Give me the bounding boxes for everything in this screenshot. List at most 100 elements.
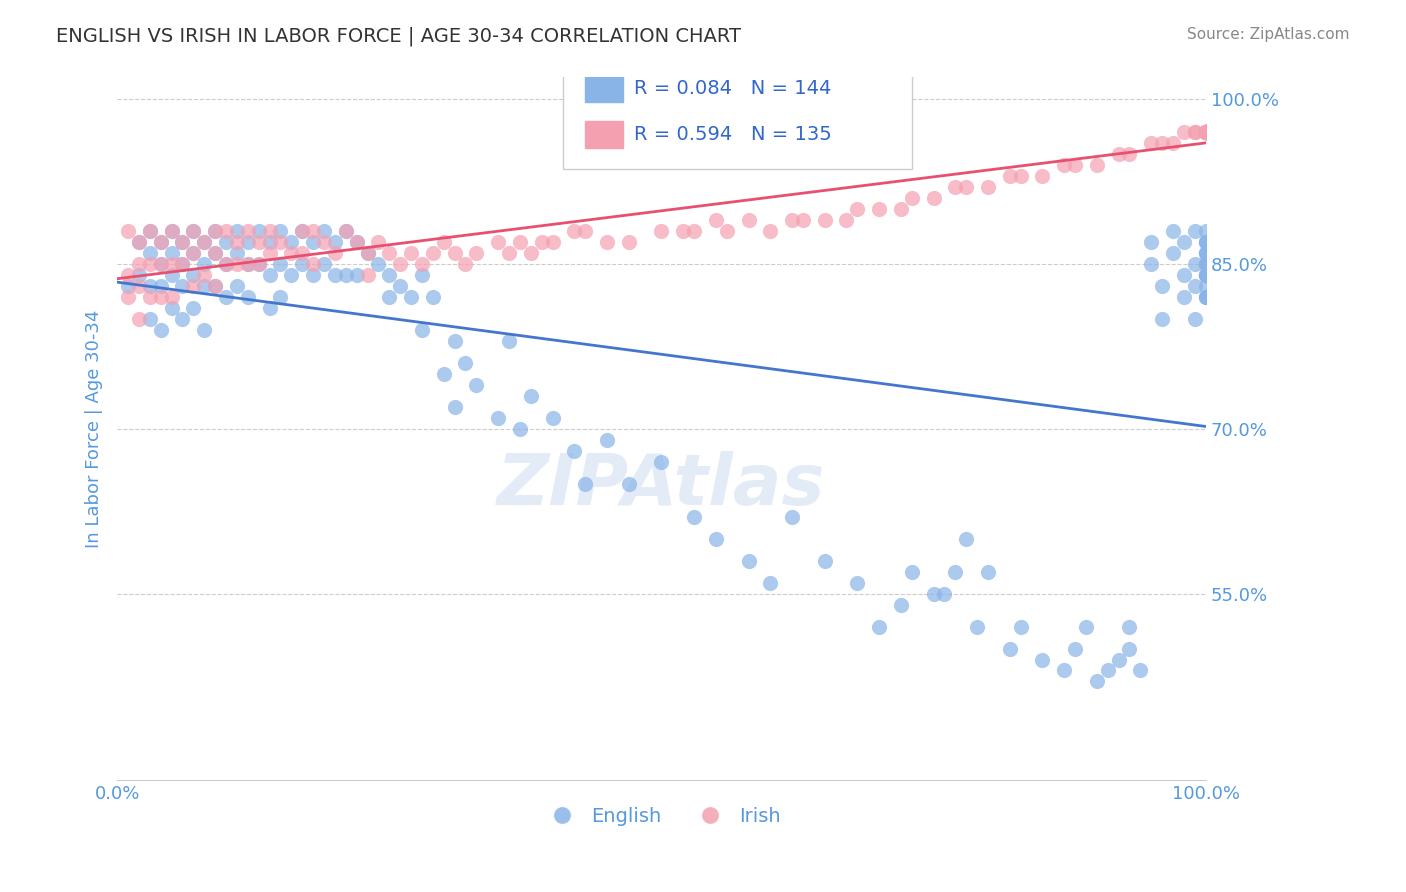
Point <box>1184 312 1206 326</box>
Point <box>465 246 488 260</box>
Point <box>683 224 706 238</box>
Point <box>128 279 150 293</box>
Point <box>226 235 249 249</box>
Point <box>356 246 378 260</box>
Point <box>236 257 259 271</box>
Point <box>139 246 162 260</box>
Point <box>814 213 837 227</box>
Point <box>149 323 172 337</box>
Point <box>291 224 314 238</box>
Point <box>172 235 194 249</box>
Point <box>574 224 596 238</box>
Text: Source: ZipAtlas.com: Source: ZipAtlas.com <box>1187 27 1350 42</box>
Point <box>520 246 543 260</box>
Point <box>868 619 890 633</box>
Point <box>302 235 325 249</box>
Point <box>1064 158 1087 172</box>
Point <box>128 312 150 326</box>
Point <box>814 554 837 568</box>
Point <box>1031 169 1053 184</box>
Point <box>1064 641 1087 656</box>
Point <box>977 565 1000 579</box>
Point <box>172 257 194 271</box>
Point <box>1195 125 1218 139</box>
Point <box>117 224 139 238</box>
Text: R = 0.084   N = 144: R = 0.084 N = 144 <box>634 79 831 98</box>
Point <box>1184 279 1206 293</box>
Point <box>1129 664 1152 678</box>
Point <box>291 224 314 238</box>
Point <box>596 235 619 249</box>
Point <box>1161 224 1184 238</box>
Point <box>215 290 238 304</box>
Point <box>1152 279 1174 293</box>
Point <box>302 224 325 238</box>
Point <box>977 180 1000 194</box>
Point <box>291 246 314 260</box>
Point <box>139 290 162 304</box>
Point <box>1195 125 1218 139</box>
Point <box>1195 125 1218 139</box>
Point <box>204 224 226 238</box>
Point <box>1108 652 1130 666</box>
Point <box>312 257 335 271</box>
Point <box>1195 125 1218 139</box>
Point <box>378 246 401 260</box>
Point <box>312 235 335 249</box>
Point <box>389 257 412 271</box>
Point <box>183 224 205 238</box>
Point <box>509 235 531 249</box>
Point <box>193 268 215 282</box>
Point <box>259 235 281 249</box>
Point <box>486 410 509 425</box>
Point <box>204 246 226 260</box>
Point <box>650 455 672 469</box>
Point <box>890 598 912 612</box>
Point <box>1074 619 1097 633</box>
Point <box>443 246 465 260</box>
Point <box>562 224 585 238</box>
Point <box>1195 125 1218 139</box>
Point <box>236 257 259 271</box>
Point <box>454 257 477 271</box>
Point <box>215 257 238 271</box>
Point <box>486 235 509 249</box>
Point <box>1195 125 1218 139</box>
Point <box>335 224 357 238</box>
Point <box>269 224 291 238</box>
Point <box>737 554 759 568</box>
Point <box>139 224 162 238</box>
Point <box>335 224 357 238</box>
Point <box>1195 268 1218 282</box>
Point <box>1195 125 1218 139</box>
Point <box>160 268 183 282</box>
Point <box>1053 158 1076 172</box>
Point <box>1195 235 1218 249</box>
Point <box>183 268 205 282</box>
Point <box>1161 136 1184 151</box>
Text: ZIPAtlas: ZIPAtlas <box>498 450 825 520</box>
Point <box>617 235 640 249</box>
Point <box>399 246 422 260</box>
Point <box>117 279 139 293</box>
Point <box>183 224 205 238</box>
Point <box>323 268 346 282</box>
Point <box>1195 290 1218 304</box>
Point <box>335 268 357 282</box>
Point <box>1118 641 1140 656</box>
Point <box>183 301 205 315</box>
Point <box>269 290 291 304</box>
Point <box>346 268 368 282</box>
Point <box>183 279 205 293</box>
Point <box>1195 268 1218 282</box>
Point <box>247 257 270 271</box>
Point <box>269 257 291 271</box>
Point <box>835 213 858 227</box>
Point <box>1184 125 1206 139</box>
Point <box>160 224 183 238</box>
Point <box>900 191 922 205</box>
Point <box>1184 224 1206 238</box>
Point <box>389 279 412 293</box>
Point <box>846 575 869 590</box>
Point <box>1152 136 1174 151</box>
